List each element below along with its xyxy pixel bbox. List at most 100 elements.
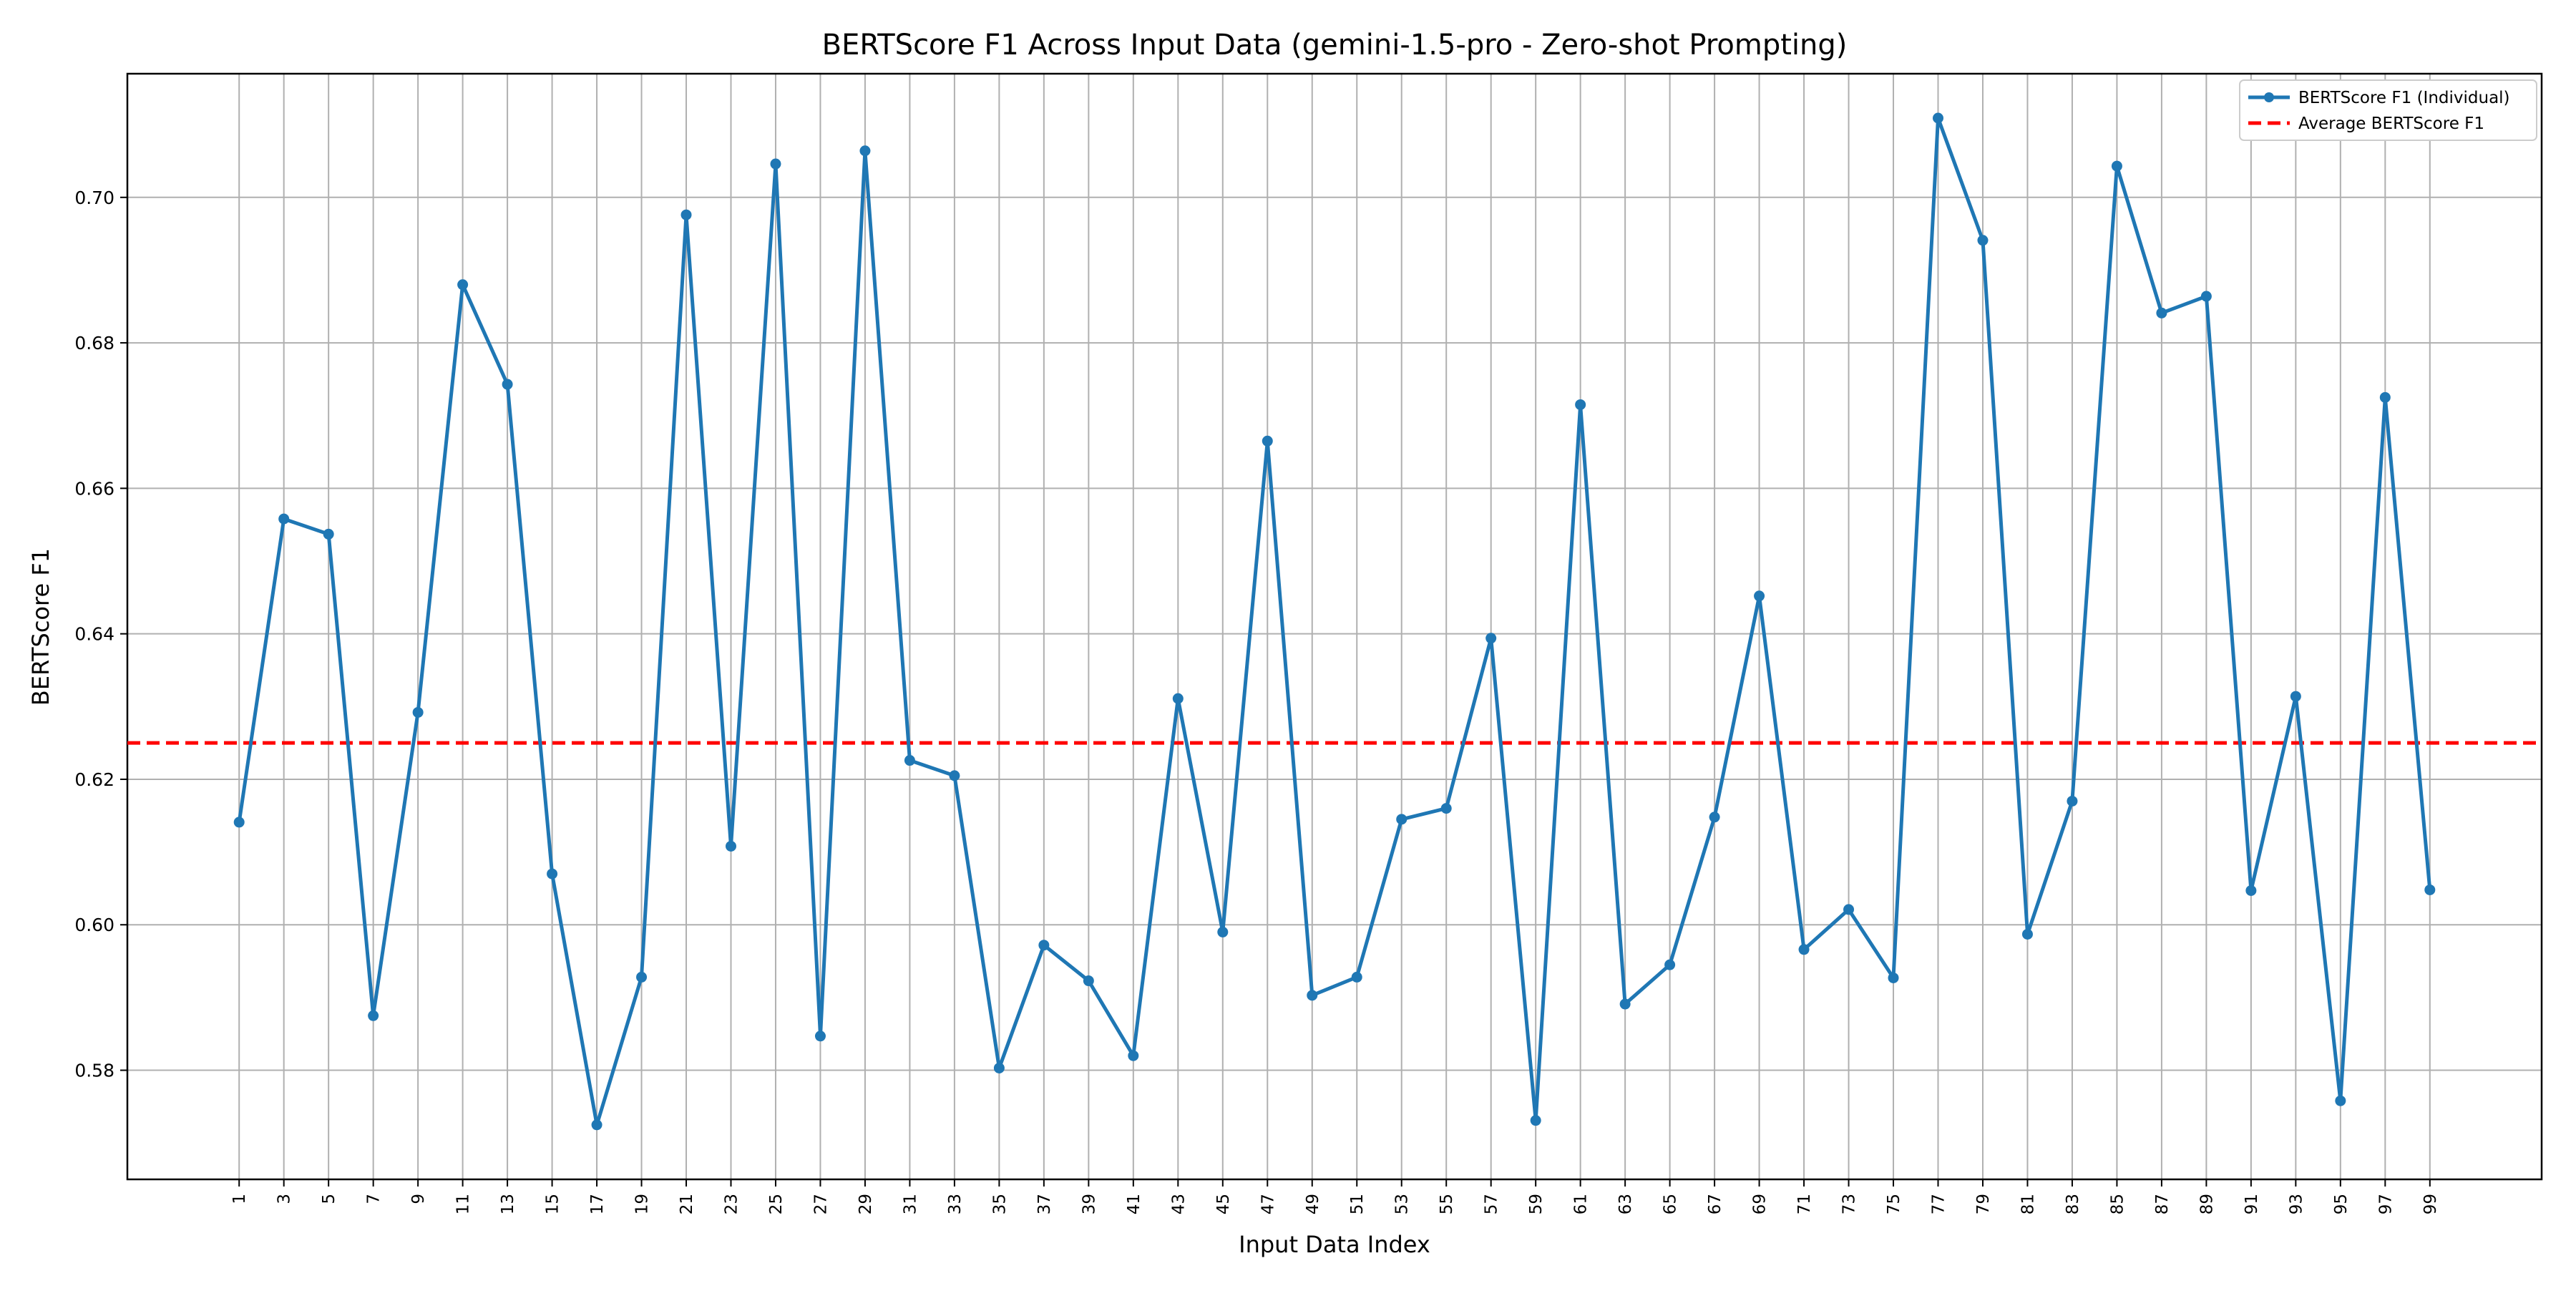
- data-point: [1754, 590, 1765, 602]
- x-tick-label: 7: [365, 1194, 384, 1204]
- data-point: [770, 158, 781, 170]
- data-point: [233, 817, 245, 828]
- axes: [120, 72, 2543, 1187]
- x-tick-label: 75: [1885, 1194, 1903, 1214]
- x-tick-label: 65: [1662, 1194, 1680, 1214]
- data-point: [1798, 944, 1810, 955]
- data-point: [1933, 112, 1943, 124]
- data-point: [1888, 972, 1899, 983]
- y-tick-label: 0.64: [74, 624, 114, 645]
- x-tick-label: 11: [454, 1194, 473, 1214]
- x-tick-label: 3: [275, 1194, 294, 1204]
- plot-frame: [126, 72, 2543, 1181]
- chart-title: BERTScore F1 Across Input Data (gemini-1…: [822, 29, 1848, 62]
- data-point: [1843, 904, 1855, 915]
- data-point: [1128, 1050, 1139, 1061]
- x-tick-label: 69: [1751, 1194, 1770, 1214]
- tick-labels: 1 3 5 7 9 11 13 15 17 19 21 23 25 27 29 31 33 35 37 39 41 43 4…: [74, 187, 2439, 1214]
- data-point: [2245, 885, 2257, 896]
- data-point: [278, 513, 290, 525]
- data-point: [859, 145, 871, 157]
- data-point: [323, 528, 334, 540]
- x-tick-label: 59: [1527, 1194, 1546, 1214]
- data-point: [1575, 399, 1586, 410]
- data-point: [2067, 795, 2078, 807]
- data-point: [904, 755, 915, 766]
- x-tick-label: 19: [633, 1194, 652, 1214]
- data-point: [2290, 691, 2301, 702]
- data-point: [680, 209, 692, 220]
- x-tick-label: 5: [320, 1194, 338, 1204]
- x-tick-label: 57: [1483, 1194, 1501, 1214]
- data-point: [1664, 959, 1676, 970]
- data-point: [1217, 926, 1229, 937]
- data-point: [2021, 928, 2033, 940]
- data-point: [1172, 693, 1184, 704]
- data-point: [949, 770, 960, 781]
- x-tick-label: 33: [946, 1194, 965, 1214]
- x-tick-label: 67: [1706, 1194, 1724, 1214]
- data-point: [1977, 235, 1989, 246]
- data-point: [1083, 975, 1094, 987]
- x-tick-label: 71: [1795, 1194, 1814, 1214]
- data-point: [1530, 1115, 1541, 1126]
- data-point: [1307, 990, 1318, 1001]
- data-point: [502, 379, 513, 390]
- legend-label-average: Average BERTScore F1: [2298, 115, 2484, 133]
- x-tick-label: 13: [499, 1194, 517, 1214]
- y-tick-label: 0.66: [74, 478, 114, 499]
- x-tick-label: 95: [2332, 1194, 2351, 1214]
- x-tick-label: 9: [409, 1194, 428, 1204]
- x-tick-label: 81: [2019, 1194, 2037, 1214]
- y-tick-label: 0.70: [74, 187, 114, 208]
- x-tick-label: 83: [2064, 1194, 2082, 1214]
- y-tick-label: 0.62: [74, 769, 114, 790]
- x-tick-label: 17: [588, 1194, 607, 1214]
- data-point: [457, 279, 469, 291]
- x-tick-label: 39: [1080, 1194, 1098, 1214]
- data-point: [1396, 814, 1407, 825]
- y-tick-label: 0.60: [74, 915, 114, 935]
- x-tick-label: 47: [1259, 1194, 1277, 1214]
- data-point: [993, 1062, 1005, 1073]
- y-tick-label: 0.58: [74, 1061, 114, 1081]
- x-tick-label: 45: [1214, 1194, 1233, 1214]
- x-axis-title: Input Data Index: [1239, 1231, 1430, 1258]
- data-point: [412, 706, 424, 718]
- y-axis-title: BERTScore F1: [27, 548, 54, 706]
- x-tick-label: 37: [1035, 1194, 1054, 1214]
- legend-marker-individual: [2264, 92, 2274, 102]
- data-point: [2335, 1095, 2346, 1106]
- x-tick-label: 43: [1169, 1194, 1188, 1214]
- data-point: [726, 840, 736, 852]
- data-point: [1709, 812, 1720, 823]
- series-line-individual: [237, 116, 2432, 1127]
- x-tick-label: 31: [901, 1194, 919, 1214]
- data-point: [2424, 884, 2436, 895]
- x-tick-label: 51: [1348, 1194, 1367, 1214]
- x-tick-label: 61: [1572, 1194, 1591, 1214]
- data-point: [368, 1010, 379, 1021]
- y-tick-label: 0.68: [74, 333, 114, 354]
- x-tick-label: 35: [990, 1194, 1009, 1214]
- x-tick-label: 29: [857, 1194, 875, 1214]
- grid: [127, 74, 2542, 1179]
- data-point: [591, 1119, 602, 1131]
- x-tick-label: 87: [2153, 1194, 2172, 1214]
- x-tick-label: 25: [767, 1194, 786, 1214]
- legend-label-individual: BERTScore F1 (Individual): [2298, 89, 2510, 107]
- x-tick-label: 41: [1125, 1194, 1143, 1214]
- legend: BERTScore F1 (Individual) Average BERTSc…: [2239, 79, 2537, 141]
- data-point: [2156, 307, 2167, 318]
- x-tick-label: 91: [2243, 1194, 2261, 1214]
- data-point: [2200, 291, 2212, 302]
- x-tick-label: 49: [1304, 1194, 1322, 1214]
- x-tick-label: 23: [723, 1194, 741, 1214]
- x-tick-label: 55: [1438, 1194, 1456, 1214]
- data-point: [1262, 435, 1273, 447]
- data-point: [1485, 633, 1497, 644]
- data-point: [547, 868, 558, 880]
- x-tick-label: 63: [1616, 1194, 1635, 1214]
